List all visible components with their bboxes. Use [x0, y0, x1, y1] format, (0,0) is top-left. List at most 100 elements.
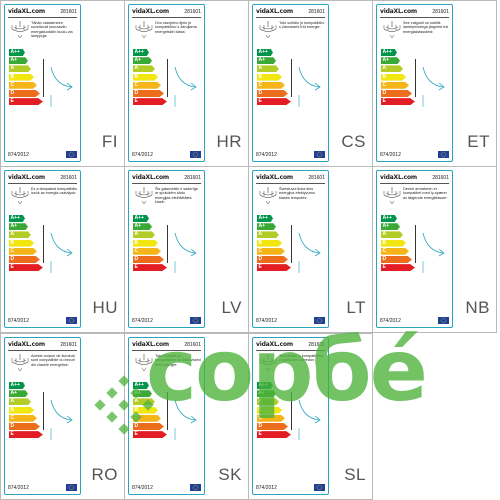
language-code: CS: [341, 132, 366, 151]
eu-flag-icon: [190, 484, 201, 491]
energy-class-bar: D: [257, 89, 288, 97]
eu-flag-icon: [190, 317, 201, 324]
eu-flag-icon: [314, 484, 325, 491]
energy-class-bar: C: [257, 81, 285, 89]
language-code: NB: [465, 298, 490, 317]
header-divider: [132, 17, 201, 18]
language-code: HR: [216, 132, 242, 151]
energy-class-bar: A: [133, 231, 155, 239]
eu-flag-icon: [66, 484, 77, 491]
compatibility-text: See valgusti on sobilik lambipirnidega j…: [403, 21, 449, 34]
energy-class-bar: A++: [257, 382, 273, 389]
energy-class-bar: A+: [257, 223, 276, 231]
energy-class-bar: E: [9, 264, 43, 272]
chandelier-icon: [135, 21, 153, 39]
energy-class-bar: C: [381, 81, 409, 89]
energy-class-bar: D: [257, 422, 288, 430]
header-divider: [256, 183, 325, 184]
label-cell: vidaXL.com 281601 Ovo rasvjetno tijelo je …: [124, 0, 249, 167]
chandelier-icon: [135, 187, 153, 205]
brand-logo: vidaXL.com: [8, 8, 45, 15]
energy-class-bar: E: [9, 98, 43, 106]
label-cell: vidaXL.com 281601 See valgusti on sobilik …: [372, 0, 497, 167]
brand-logo: vidaXL.com: [380, 8, 417, 15]
compatibility-text: Šviestuvui tinka šios energijos efektyvu…: [279, 187, 315, 200]
energy-label: vidaXL.com 281601 Denne armaturen er kompa…: [376, 170, 453, 328]
energy-class-bar: A+: [133, 223, 152, 231]
bulb-included-arrow-icon: [422, 66, 445, 107]
language-code: LT: [346, 298, 366, 317]
energy-class-bar: A++: [133, 215, 149, 222]
regulation-number: 874/2012: [256, 318, 277, 324]
sku-number: 281601: [432, 175, 449, 181]
energy-class-bar: E: [133, 431, 167, 439]
label-cell: vidaXL.com 281601 Toto svietidlo je kompat…: [124, 333, 249, 500]
energy-class-bar: E: [257, 264, 291, 272]
brand-logo: vidaXL.com: [256, 341, 293, 348]
energy-class-bar: A: [9, 398, 31, 406]
energy-class-bar: A+: [9, 223, 28, 231]
label-cell: vidaXL.com 281601 Ez a lámpatest kompatibi…: [0, 166, 125, 333]
energy-class-bar: C: [257, 414, 285, 422]
energy-label: vidaXL.com 281601 Toto svítidlo je kompati…: [252, 4, 329, 162]
energy-class-bar: D: [133, 89, 164, 97]
chandelier-icon: [259, 187, 277, 205]
energy-class-bar: A+: [133, 57, 152, 65]
regulation-number: 874/2012: [8, 152, 29, 158]
energy-class-bar: E: [9, 431, 43, 439]
energy-class-bar: B: [381, 73, 406, 81]
compatible-range-bracket: [167, 392, 170, 430]
eu-flag-icon: [66, 151, 77, 158]
compatibility-text: Toto svietidlo je kompatibilné so žiarov…: [155, 354, 201, 367]
compatible-range-bracket: [415, 59, 418, 97]
chandelier-icon: [11, 21, 29, 39]
bulb-included-arrow-icon: [298, 399, 321, 440]
energy-class-bar: C: [381, 247, 409, 255]
energy-class-bar: A++: [9, 49, 25, 56]
language-code: RO: [91, 465, 118, 484]
energy-class-bar: A: [381, 65, 403, 73]
label-cell: vidaXL.com 281601 Tähän valaisimeen sovelt…: [0, 0, 125, 167]
energy-class-bar: A: [133, 65, 155, 73]
language-code: HU: [92, 298, 118, 317]
header-divider: [8, 183, 77, 184]
label-cell: vidaXL.com 281601 Toto svítidlo je kompati…: [248, 0, 373, 167]
language-code: FI: [101, 132, 118, 151]
bulb-included-arrow-icon: [174, 66, 197, 107]
energy-class-bar: D: [381, 255, 412, 263]
energy-class-bar: B: [257, 406, 282, 414]
sku-number: 281601: [184, 342, 201, 348]
energy-class-bar: A: [9, 65, 31, 73]
regulation-number: 874/2012: [132, 318, 153, 324]
energy-class-bar: E: [257, 431, 291, 439]
language-code: LV: [221, 298, 242, 317]
energy-class-bar: B: [381, 239, 406, 247]
energy-class-bar: D: [9, 255, 40, 263]
bulb-included-arrow-icon: [298, 232, 321, 273]
chandelier-icon: [259, 21, 277, 39]
compatibility-text: Ta svetilka je kompatibilna z žarnicami …: [279, 354, 324, 363]
header-divider: [256, 350, 325, 351]
energy-class-bar: E: [133, 98, 167, 106]
header-divider: [256, 17, 325, 18]
compatible-range-bracket: [415, 225, 418, 263]
eu-flag-icon: [314, 317, 325, 324]
energy-class-bar: C: [133, 81, 161, 89]
sku-number: 281601: [432, 9, 449, 15]
bulb-included-arrow-icon: [50, 66, 73, 107]
label-cell: vidaXL.com 281601 Šviestuvui tinka šios en…: [248, 166, 373, 333]
energy-class-bar: B: [9, 239, 34, 247]
sku-number: 281601: [60, 9, 77, 15]
energy-label: vidaXL.com 281601 Toto svietidlo je kompat…: [128, 337, 205, 495]
energy-class-bar: D: [257, 255, 288, 263]
energy-class-bar: A: [381, 231, 403, 239]
language-code: ET: [467, 132, 490, 151]
regulation-number: 874/2012: [8, 485, 29, 491]
energy-label: vidaXL.com 281601 Ovo rasvjetno tijelo je …: [128, 4, 205, 162]
brand-logo: vidaXL.com: [256, 174, 293, 181]
energy-class-bar: B: [133, 73, 158, 81]
